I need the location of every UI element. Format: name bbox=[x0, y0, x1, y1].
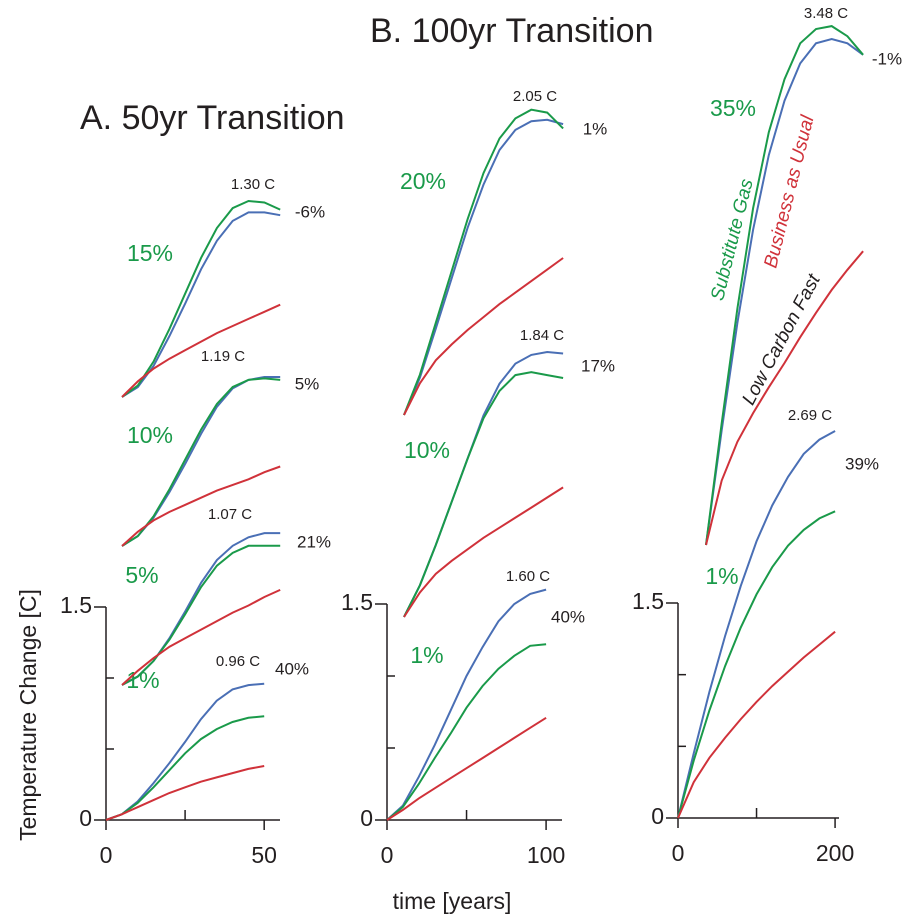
annotation: Low Carbon Fast bbox=[738, 270, 825, 408]
group-label: 10% bbox=[404, 437, 450, 463]
end-label: 39% bbox=[845, 454, 879, 473]
curve bbox=[121, 199, 281, 398]
curve bbox=[386, 716, 547, 821]
y-axis-label: Temperature Change [C] bbox=[15, 589, 41, 841]
end-label: 17% bbox=[581, 356, 615, 375]
curve bbox=[403, 371, 564, 618]
y-tick-label: 0 bbox=[651, 803, 664, 829]
peak-label: 1.30 C bbox=[231, 176, 275, 193]
group-label: 35% bbox=[710, 95, 756, 121]
group-label: 1% bbox=[705, 563, 738, 589]
end-label: -6% bbox=[295, 202, 325, 221]
peak-label: 1.07 C bbox=[208, 506, 252, 523]
panel-title: B. 100yr Transition bbox=[370, 12, 653, 50]
end-label: 21% bbox=[297, 532, 331, 551]
curve bbox=[403, 118, 564, 416]
curve bbox=[403, 257, 564, 416]
curve bbox=[403, 486, 564, 618]
x-tick-label: 50 bbox=[251, 842, 277, 868]
end-label: -1% bbox=[872, 49, 902, 68]
end-label: 40% bbox=[275, 659, 309, 678]
end-label: 5% bbox=[295, 374, 320, 393]
peak-label: 3.48 C bbox=[804, 5, 848, 22]
peak-label: 2.69 C bbox=[788, 407, 832, 424]
curve bbox=[677, 630, 836, 819]
peak-label: 0.96 C bbox=[216, 653, 260, 670]
curve bbox=[705, 25, 864, 546]
y-tick-label: 0 bbox=[360, 805, 373, 831]
curve bbox=[121, 465, 281, 547]
peak-label: 1.60 C bbox=[506, 568, 550, 585]
end-label: 40% bbox=[551, 607, 585, 626]
curve bbox=[121, 303, 281, 398]
peak-label: 2.05 C bbox=[513, 88, 557, 105]
curve bbox=[403, 108, 564, 416]
x-tick-label: 0 bbox=[381, 842, 394, 868]
curve bbox=[386, 588, 547, 821]
x-tick-label: 200 bbox=[816, 840, 854, 866]
curve bbox=[677, 510, 836, 819]
curve bbox=[105, 715, 265, 821]
peak-label: 1.84 C bbox=[520, 327, 564, 344]
peak-label: 1.19 C bbox=[201, 348, 245, 365]
panel-title: A. 50yr Transition bbox=[80, 99, 345, 137]
x-tick-label: 0 bbox=[100, 842, 113, 868]
x-axis-label: time [years] bbox=[393, 888, 512, 914]
curve bbox=[121, 376, 281, 547]
curve bbox=[121, 544, 281, 686]
curve bbox=[105, 765, 265, 821]
x-tick-label: 100 bbox=[527, 842, 565, 868]
y-tick-label: 1.5 bbox=[632, 588, 664, 614]
curve bbox=[705, 37, 864, 546]
curve bbox=[105, 682, 265, 821]
group-label: 15% bbox=[127, 240, 173, 266]
curve bbox=[386, 643, 547, 821]
y-tick-label: 0 bbox=[79, 805, 92, 831]
curve bbox=[677, 430, 836, 819]
annotation: Business as Usual bbox=[760, 113, 818, 270]
y-tick-label: 1.5 bbox=[341, 589, 373, 615]
curve bbox=[121, 588, 281, 686]
group-label: 10% bbox=[127, 422, 173, 448]
group-label: 5% bbox=[125, 562, 158, 588]
end-label: 1% bbox=[583, 119, 608, 138]
annotation: Substitute Gas bbox=[707, 176, 758, 302]
group-label: 1% bbox=[410, 642, 443, 668]
curve bbox=[705, 250, 864, 546]
y-tick-label: 1.5 bbox=[60, 592, 92, 618]
group-label: 20% bbox=[400, 168, 446, 194]
x-tick-label: 0 bbox=[672, 840, 685, 866]
curve bbox=[121, 377, 281, 547]
